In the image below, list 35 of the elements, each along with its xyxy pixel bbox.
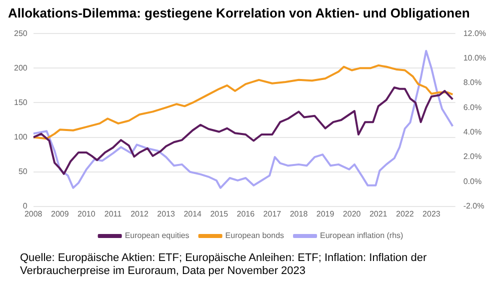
y-tick-label: 100 [14,132,28,142]
legend-label: European inflation (rhs) [320,231,404,240]
y2-tick-label: 6.0% [463,102,482,112]
legend-label: European equities [124,231,190,240]
y2-tick-label: 10.0% [463,53,486,62]
x-tick-label: 2011 [104,209,122,218]
x-tick-label: 2016 [236,209,256,218]
x-tick-label: 2010 [78,209,96,218]
y-tick-label: 200 [14,63,28,72]
y2-tick-label: -2.0% [463,202,484,211]
y2-tick-label: 12.0% [463,28,486,38]
x-tick-label: 2019 [316,209,335,218]
x-tick-label: 2017 [263,209,282,218]
legend-label: European bonds [225,231,284,240]
y-tick-label: 0 [22,202,28,211]
x-tick-label: 2023 [422,209,441,218]
x-tick-label: 2015 [210,209,229,218]
x-tick-label: 2013 [157,209,176,218]
y-tick-label: 150 [14,98,28,107]
y2-tick-label: 2.0% [463,152,482,162]
x-tick-label: 2012 [130,209,149,218]
x-tick-label: 2014 [184,209,202,218]
y2-tick-label: 4.0% [463,128,482,137]
x-tick-label: 2021 [369,209,388,218]
x-tick-label: 2022 [396,209,414,218]
y2-tick-label: 0.0% [463,176,482,186]
y-tick-label: 250 [14,28,28,38]
x-tick-label: 2020 [342,209,362,218]
x-tick-label: 2018 [290,209,308,218]
source-note: Quelle: Europäische Aktien: ETF; Europäische Anleihen: ETF; Inflation: Inflation der Verbraucherpreise im Euroraum, Data per November 2023 [20,252,428,278]
x-tick-label: 2008 [24,209,43,218]
y2-tick-label: 8.0% [463,78,482,88]
chart-title: Allokations-Dilemma: gestiegene Korrelation von Aktien- und Obligationen [8,5,470,20]
y-tick-label: 50 [18,167,28,176]
x-tick-label: 2009 [50,209,70,218]
